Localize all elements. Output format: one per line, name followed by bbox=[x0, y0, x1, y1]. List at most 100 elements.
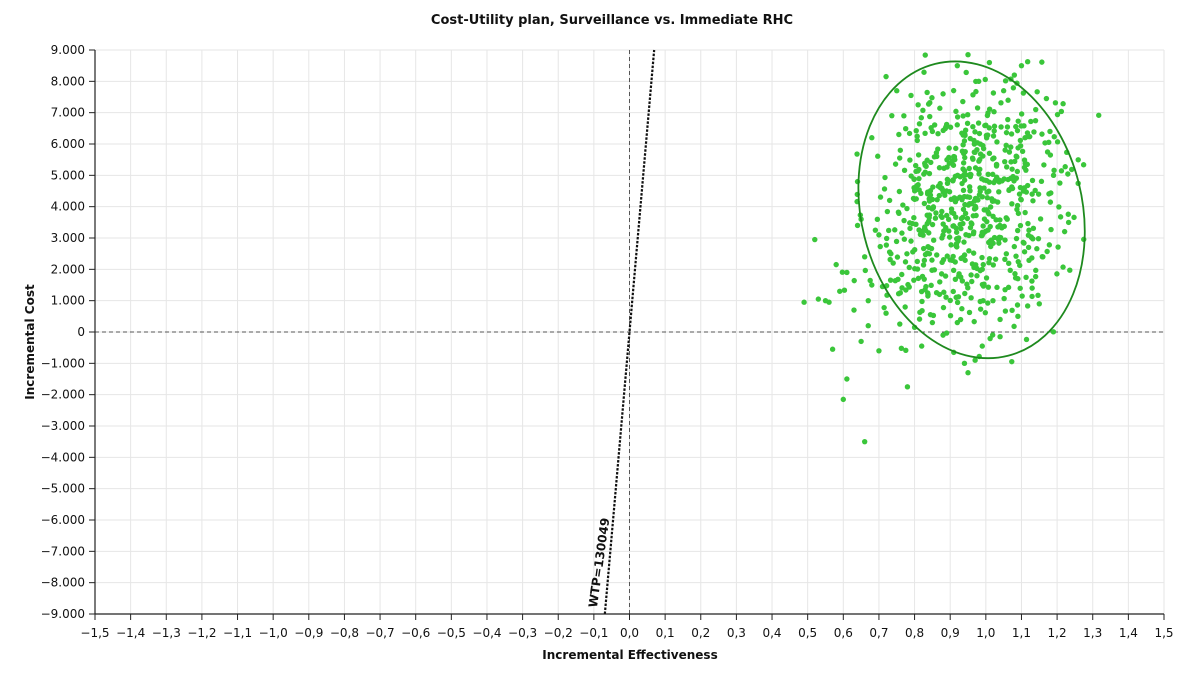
data-point bbox=[1065, 219, 1072, 226]
data-point bbox=[953, 229, 960, 235]
data-point bbox=[1051, 134, 1057, 140]
data-point bbox=[961, 360, 968, 367]
x-tick-label: −0,6 bbox=[401, 626, 430, 640]
data-point bbox=[987, 223, 993, 230]
data-point bbox=[973, 78, 979, 85]
data-point bbox=[1060, 264, 1066, 270]
data-point bbox=[1003, 129, 1010, 136]
data-point bbox=[815, 296, 822, 302]
data-point bbox=[976, 171, 982, 177]
x-tick-label: 0,9 bbox=[941, 626, 960, 640]
x-tick-label: −0,8 bbox=[330, 626, 359, 640]
data-point bbox=[977, 306, 984, 312]
data-point bbox=[1022, 160, 1028, 167]
reference-lines bbox=[95, 50, 1164, 614]
data-point bbox=[943, 330, 950, 336]
data-point bbox=[922, 52, 928, 58]
data-point bbox=[865, 297, 871, 304]
data-point bbox=[936, 165, 943, 171]
data-point bbox=[960, 214, 966, 221]
data-point bbox=[973, 212, 979, 219]
data-point bbox=[948, 196, 954, 203]
data-point bbox=[910, 195, 917, 202]
data-point bbox=[1032, 187, 1038, 194]
data-point bbox=[975, 120, 982, 126]
y-tick-label: −3.000 bbox=[41, 419, 85, 433]
data-point bbox=[953, 145, 959, 152]
data-point bbox=[927, 311, 934, 318]
data-point bbox=[929, 221, 936, 228]
data-point bbox=[1005, 97, 1011, 103]
data-point bbox=[892, 161, 899, 167]
y-axis-ticks: 9.000 8.000 7.000 6.000 5.000 4.000 3.000 2.000… bbox=[41, 43, 95, 621]
data-point bbox=[982, 309, 989, 316]
data-point bbox=[1041, 162, 1047, 168]
data-point bbox=[947, 313, 954, 319]
data-point bbox=[837, 288, 843, 294]
data-point bbox=[938, 213, 944, 219]
data-point bbox=[1054, 111, 1061, 118]
data-point bbox=[922, 130, 928, 136]
x-tick-label: −1,0 bbox=[259, 626, 288, 640]
data-point bbox=[1051, 167, 1057, 173]
data-point bbox=[991, 179, 997, 186]
data-point bbox=[974, 273, 980, 279]
data-point bbox=[1003, 142, 1009, 149]
data-point bbox=[1006, 260, 1012, 267]
wtp-label: WTP=130049 bbox=[586, 517, 612, 608]
data-point bbox=[1005, 116, 1011, 123]
data-point bbox=[1017, 262, 1023, 269]
data-point bbox=[998, 124, 1004, 130]
data-point bbox=[934, 196, 940, 203]
data-point bbox=[962, 257, 968, 263]
data-point bbox=[1048, 226, 1054, 233]
data-point bbox=[967, 188, 973, 194]
data-point bbox=[1002, 237, 1008, 243]
data-point bbox=[1026, 227, 1032, 233]
data-point bbox=[884, 208, 891, 215]
data-point bbox=[1054, 139, 1061, 145]
data-point bbox=[985, 171, 991, 178]
y-tick-label: 4.000 bbox=[51, 200, 85, 214]
data-point bbox=[904, 205, 910, 212]
data-point bbox=[1010, 85, 1017, 91]
data-point bbox=[929, 95, 935, 101]
y-tick-label: 3.000 bbox=[51, 231, 85, 245]
y-tick-label: −4.000 bbox=[41, 450, 85, 464]
data-point bbox=[946, 145, 952, 151]
data-point bbox=[994, 139, 1000, 145]
data-point bbox=[911, 215, 917, 221]
data-point bbox=[1034, 246, 1040, 252]
data-point bbox=[946, 234, 953, 240]
data-point bbox=[954, 172, 961, 178]
data-point bbox=[973, 262, 979, 268]
data-point bbox=[954, 62, 961, 69]
data-point bbox=[854, 151, 860, 157]
y-tick-label: 8.000 bbox=[51, 74, 85, 88]
data-point bbox=[1015, 210, 1022, 217]
data-point bbox=[1006, 149, 1013, 155]
data-point bbox=[872, 227, 879, 233]
data-point bbox=[982, 76, 988, 83]
data-point bbox=[979, 343, 985, 349]
data-point bbox=[1035, 292, 1041, 298]
data-point bbox=[990, 297, 996, 304]
y-tick-label: −9.000 bbox=[41, 607, 85, 621]
confidence-ellipse bbox=[857, 60, 1086, 360]
data-point bbox=[861, 438, 868, 445]
data-point bbox=[829, 346, 836, 352]
data-point bbox=[812, 236, 818, 243]
y-tick-label: 2.000 bbox=[51, 262, 85, 276]
data-point bbox=[1004, 124, 1011, 130]
data-point bbox=[999, 178, 1005, 184]
data-point bbox=[1043, 95, 1050, 102]
data-point bbox=[1096, 112, 1102, 118]
data-point bbox=[924, 250, 931, 256]
data-point bbox=[991, 234, 998, 241]
data-point bbox=[948, 242, 954, 248]
data-point bbox=[1019, 293, 1025, 299]
data-point bbox=[895, 291, 902, 297]
y-tick-label: −5.000 bbox=[41, 482, 85, 496]
data-point bbox=[1017, 285, 1023, 291]
data-point bbox=[1057, 214, 1064, 220]
